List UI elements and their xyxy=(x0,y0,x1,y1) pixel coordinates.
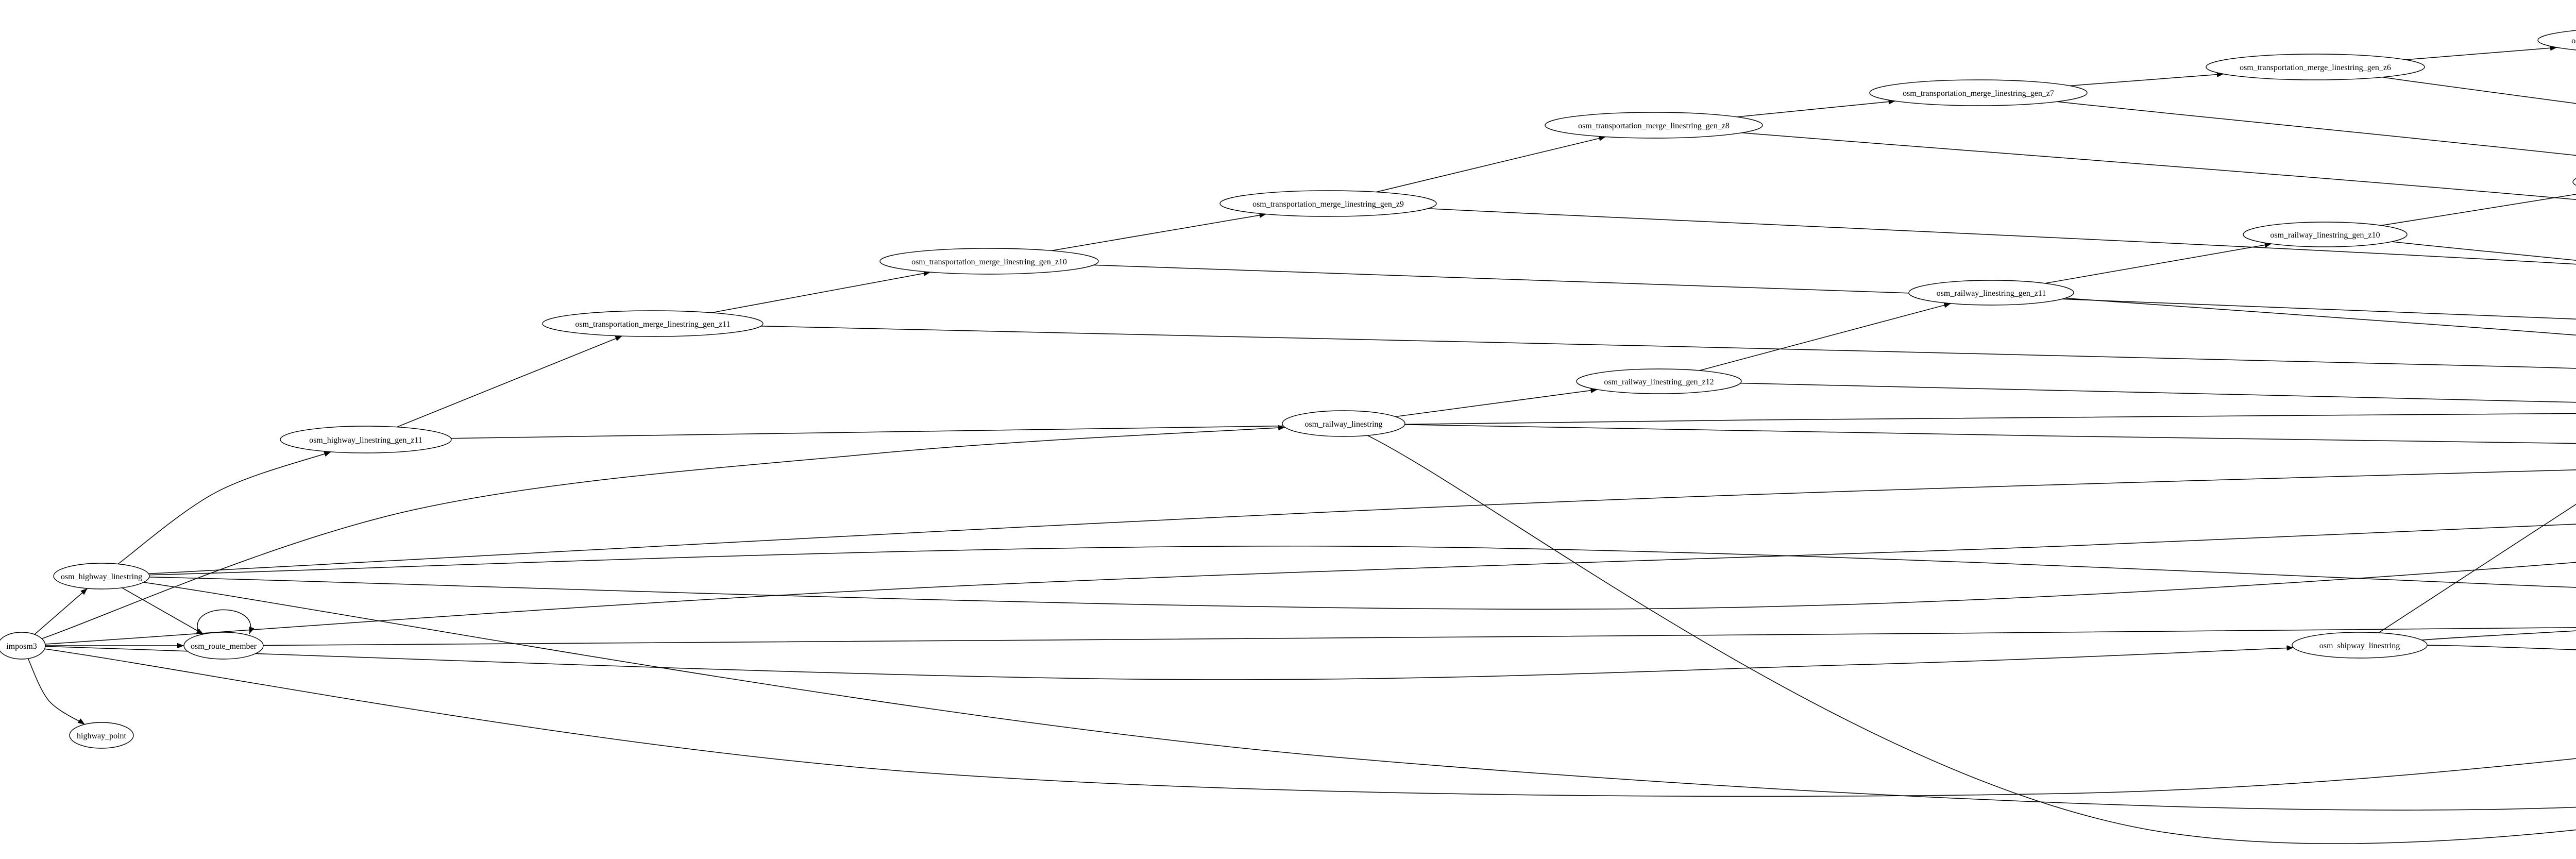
node-route_member: osm_route_member xyxy=(183,632,264,660)
edge-imposm3-to-railway_ls xyxy=(41,425,1285,639)
node-highway_ls: osm_highway_linestring xyxy=(53,563,150,589)
edge-highway_ls-to-highway_gen_z11 xyxy=(117,451,331,565)
node-m5: osm_transportation_merge_linestring_gen_… xyxy=(2537,30,2576,50)
node-m10-shape xyxy=(879,248,1099,275)
node-m7-shape xyxy=(1869,79,2088,106)
node-r12-label: osm_railway_linestring_gen_z12 xyxy=(1604,378,1714,386)
node-highway_point: highway_point xyxy=(69,722,134,749)
edge-highway_ls-to-z12 xyxy=(148,469,2576,575)
node-highway_point-label: highway_point xyxy=(77,732,127,740)
node-r9: osm_railway_linestring_gen_z9 xyxy=(2572,178,2576,186)
edge-m9-to-m8 xyxy=(1376,136,1606,193)
edge-m9-to-z9 xyxy=(1428,208,2576,265)
edge-highway_ls-to-z13 xyxy=(149,562,2576,610)
edge-route_member-to-name_net xyxy=(263,627,2576,646)
edge-imposm3-to-highway_point xyxy=(27,658,85,725)
node-m7: osm_transportation_merge_linestring_gen_… xyxy=(1869,79,2088,106)
edges-layer xyxy=(27,45,2576,844)
node-m9-label: osm_transportation_merge_linestring_gen_… xyxy=(1252,200,1404,209)
edge-highway_ls-to-route_member xyxy=(122,587,204,635)
node-r10-shape xyxy=(2243,222,2408,247)
edge-highway_gen_z11-to-z11 xyxy=(451,413,2576,439)
edge-imposm3-to-polygon xyxy=(44,648,2576,797)
edge-r10-to-r9 xyxy=(2381,194,2576,226)
edge-route_member-to-route_member xyxy=(197,609,255,634)
node-m5-label: osm_transportation_merge_linestring_gen_… xyxy=(2571,37,2576,45)
edge-shipway_ls-to-z13 xyxy=(2421,630,2576,641)
node-route_member-label: osm_route_member xyxy=(191,642,257,651)
node-highway_ls-shape xyxy=(53,563,150,589)
node-highway_gen_z11: osm_highway_linestring_gen_z11 xyxy=(280,426,452,453)
edge-m7-to-m6 xyxy=(2070,72,2224,87)
edge-imposm3-to-aerialway_ls xyxy=(45,524,2576,645)
edge-m10-to-z10 xyxy=(1093,264,2576,319)
node-imposm3: imposm3 xyxy=(0,632,46,660)
node-m11-label: osm_transportation_merge_linestring_gen_… xyxy=(575,320,730,329)
edge-shipway_ls-to-ship12 xyxy=(2378,503,2576,633)
node-highway_ls-label: osm_highway_linestring xyxy=(61,572,142,581)
edge-m6-to-z6 xyxy=(2382,76,2576,104)
edge-railway_ls-to-z13 xyxy=(1404,424,2576,444)
node-m9-shape xyxy=(1219,190,1437,217)
node-r11-label: osm_railway_linestring_gen_z11 xyxy=(1937,289,2046,298)
edge-railway_ls-to-z14plus xyxy=(1367,435,2576,844)
node-imposm3-shape xyxy=(0,632,46,660)
node-m6-shape xyxy=(2206,54,2425,80)
node-r12: osm_railway_linestring_gen_z12 xyxy=(1576,368,1742,394)
edge-imposm3-to-shipway_ls xyxy=(45,645,2294,680)
edge-highway_gen_z11-to-m11 xyxy=(396,335,622,428)
edge-highway_ls-to-z14plus xyxy=(143,582,2576,811)
edge-highway_ls-to-name_net xyxy=(149,546,2576,588)
edge-m10-to-m9 xyxy=(1051,212,1266,251)
edge-r11-to-r10 xyxy=(2045,242,2272,284)
edge-m7-to-z7 xyxy=(2057,101,2576,156)
node-m11-shape xyxy=(542,310,764,337)
node-railway_ls-label: osm_railway_linestring xyxy=(1304,420,1382,429)
node-imposm3-label: imposm3 xyxy=(6,642,37,651)
node-r10: osm_railway_linestring_gen_z10 xyxy=(2243,222,2408,247)
nodes-layer: imposm3 highway_point osm_highway_linestri… xyxy=(0,30,2576,749)
node-m11: osm_transportation_merge_linestring_gen_… xyxy=(542,310,764,337)
node-highway_gen_z11-shape xyxy=(280,426,452,453)
edge-m11-to-z11 xyxy=(760,326,2576,369)
node-m5-shape xyxy=(2537,30,2576,50)
node-m9: osm_transportation_merge_linestring_gen_… xyxy=(1219,190,1437,217)
node-r12-shape xyxy=(1576,368,1742,394)
node-m10-label: osm_transportation_merge_linestring_gen_… xyxy=(911,258,1067,266)
node-highway_point-shape xyxy=(69,722,134,749)
node-shipway_ls-shape xyxy=(2292,632,2428,659)
node-highway_gen_z11-label: osm_highway_linestring_gen_z11 xyxy=(309,436,422,445)
node-railway_ls-shape xyxy=(1282,410,1405,437)
node-m8-shape xyxy=(1545,112,1763,139)
node-m8: osm_transportation_merge_linestring_gen_… xyxy=(1545,112,1763,139)
edge-m8-to-m7 xyxy=(1737,99,1895,117)
edge-r12-to-z12 xyxy=(1740,382,2576,403)
node-r9-shape xyxy=(2572,178,2576,186)
edge-r12-to-r11 xyxy=(1699,302,1951,371)
node-r10-label: osm_railway_linestring_gen_z10 xyxy=(2270,231,2380,240)
node-m6: osm_transportation_merge_linestring_gen_… xyxy=(2206,54,2425,80)
node-route_member-shape xyxy=(183,632,264,660)
edge-railway_ls-to-r12 xyxy=(1395,388,1598,417)
node-shipway_ls-label: osm_shipway_linestring xyxy=(2319,642,2400,650)
node-m6-label: osm_transportation_merge_linestring_gen_… xyxy=(2240,63,2391,72)
node-m10: osm_transportation_merge_linestring_gen_… xyxy=(879,248,1099,275)
node-r11-shape xyxy=(1908,280,2074,306)
node-m7-label: osm_transportation_merge_linestring_gen_… xyxy=(1903,89,2054,98)
edge-r11-to-z11 xyxy=(2065,297,2576,335)
node-m8-label: osm_transportation_merge_linestring_gen_… xyxy=(1578,122,1730,130)
node-r11: osm_railway_linestring_gen_z11 xyxy=(1908,280,2074,306)
edge-r10-to-z10 xyxy=(2392,241,2576,261)
node-shipway_ls: osm_shipway_linestring xyxy=(2292,632,2428,659)
edge-m11-to-m10 xyxy=(711,271,931,313)
edge-m8-to-z8 xyxy=(1742,132,2576,200)
edge-m6-to-m5 xyxy=(2405,45,2557,60)
edge-imposm3-to-highway_ls xyxy=(34,588,88,635)
node-railway_ls: osm_railway_linestring xyxy=(1282,410,1405,437)
